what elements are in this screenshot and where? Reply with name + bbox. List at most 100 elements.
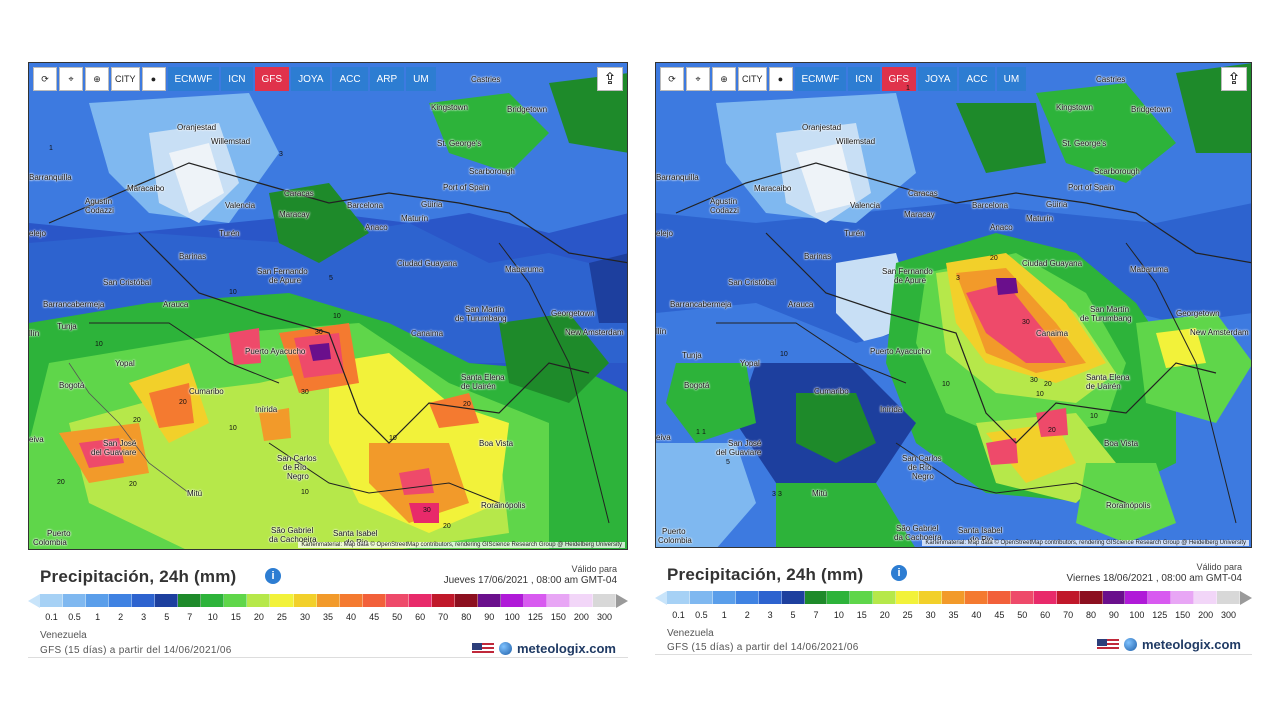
share-icon[interactable]: ⇪ xyxy=(597,67,623,91)
zoom-icon[interactable]: ⊕ xyxy=(85,67,109,91)
scale-tick-label: 40 xyxy=(971,610,982,620)
zoom-icon[interactable]: ⊕ xyxy=(712,67,736,91)
scale-tick-label: 15 xyxy=(856,610,867,620)
scale-swatch xyxy=(40,594,64,607)
city-label: de Uairén xyxy=(461,382,496,391)
city-label: Santa Isabel xyxy=(333,529,378,538)
model-tab-icn[interactable]: ICN xyxy=(848,67,880,91)
scale-swatch xyxy=(593,594,617,607)
city-toggle-button[interactable]: CITY xyxy=(738,67,767,91)
us-flag-icon xyxy=(1097,638,1119,651)
city-label: Inírida xyxy=(255,405,278,414)
precipitation-map-1[interactable]: ⟳ ⌖ ⊕ CITY ● ECMWF ICN GFS JOYA ACC ARP … xyxy=(28,62,628,550)
scale-tick-label: 20 xyxy=(253,612,264,622)
scale-swatch xyxy=(523,594,548,607)
refresh-icon[interactable]: ⟳ xyxy=(33,67,57,91)
precipitation-map-2[interactable]: ⟳ ⌖ ⊕ CITY ● ECMWF ICN GFS JOYA ACC UM ⇪… xyxy=(655,62,1252,548)
scale-swatch xyxy=(712,591,736,604)
city-label: eiva xyxy=(656,433,671,442)
globe-icon xyxy=(499,642,512,655)
city-label: Tunja xyxy=(682,351,702,360)
info-icon[interactable]: i xyxy=(265,568,281,584)
scale-swatch xyxy=(109,594,133,607)
contour-label: 10 xyxy=(95,341,103,348)
city-label: Anaco xyxy=(990,223,1013,232)
refresh-icon[interactable]: ⟳ xyxy=(660,67,684,91)
scale-tick-label: 15 xyxy=(230,612,241,622)
city-label: Caracas xyxy=(908,189,938,198)
contour-label: 5 xyxy=(329,275,333,282)
city-label: Turén xyxy=(219,229,240,238)
scale-tick-label: 20 xyxy=(879,610,890,620)
city-label: Yopal xyxy=(115,359,135,368)
city-label: Rorainópolis xyxy=(481,501,526,510)
model-tab-acc[interactable]: ACC xyxy=(332,67,368,91)
city-label: Georgetown xyxy=(1176,309,1220,318)
model-tab-joya[interactable]: JOYA xyxy=(918,67,958,91)
location-marker-icon[interactable]: ⌖ xyxy=(686,67,710,91)
scale-tick-label: 7 xyxy=(813,610,819,620)
model-tab-gfs[interactable]: GFS xyxy=(881,67,917,91)
city-label: Inírida xyxy=(880,405,903,414)
model-tab-um[interactable]: UM xyxy=(406,67,436,91)
model-tab-arp[interactable]: ARP xyxy=(369,67,405,91)
dot-icon[interactable]: ● xyxy=(768,67,793,91)
share-icon[interactable]: ⇪ xyxy=(1221,67,1247,91)
city-label: Güiria xyxy=(421,200,443,209)
city-label: Mabaruma xyxy=(1130,265,1169,274)
city-label: Cumaribo xyxy=(189,387,224,396)
model-tab-ecmwf[interactable]: ECMWF xyxy=(167,67,220,91)
scale-tick-label: 25 xyxy=(902,610,913,620)
model-tab-acc[interactable]: ACC xyxy=(959,67,995,91)
scale-tick-label: 60 xyxy=(1040,610,1051,620)
scale-tick-label: 10 xyxy=(207,612,218,622)
brand-logo[interactable]: meteologix.com xyxy=(1097,637,1241,652)
scale-swatch xyxy=(850,591,874,604)
contour-label: 30 xyxy=(1022,319,1030,326)
city-label: San Martín xyxy=(465,305,505,314)
brand-name: meteologix.com xyxy=(1142,637,1241,652)
model-tab-icn[interactable]: ICN xyxy=(221,67,253,91)
scale-tick-label: 125 xyxy=(527,612,543,622)
scale-tick-label: 1 xyxy=(95,612,101,622)
dot-icon[interactable]: ● xyxy=(141,67,166,91)
contour-label: 10 xyxy=(229,425,237,432)
region-label: Venezuela xyxy=(40,630,87,641)
info-icon[interactable]: i xyxy=(891,565,907,581)
scale-tick-label: 0.1 xyxy=(45,612,58,622)
city-label: Codazzi xyxy=(710,206,739,215)
scale-tick-label: 50 xyxy=(1017,610,1028,620)
brand-logo[interactable]: meteologix.com xyxy=(472,641,616,656)
city-label: Santa Isabel xyxy=(958,526,1003,535)
location-marker-icon[interactable]: ⌖ xyxy=(59,67,83,91)
contour-label: 20 xyxy=(443,523,451,530)
model-tab-ecmwf[interactable]: ECMWF xyxy=(794,67,847,91)
city-label: Mabaruma xyxy=(505,265,544,274)
map-1-field xyxy=(29,63,627,549)
city-label: Santa Elena xyxy=(1086,373,1130,382)
city-label: de Río xyxy=(908,463,932,472)
contour-label: 20 xyxy=(463,401,471,408)
us-flag-icon xyxy=(472,642,494,655)
scale-tick-label: 3 xyxy=(767,610,773,620)
map-attribution: Kartenmaterial: Map data © OpenStreetMap… xyxy=(298,542,625,548)
city-label: de Apure xyxy=(894,276,927,285)
scale-swatch xyxy=(689,591,713,604)
city-label: Colombia xyxy=(33,538,67,547)
city-label: Ciudad Guayana xyxy=(1022,259,1083,268)
model-tab-gfs[interactable]: GFS xyxy=(254,67,290,91)
city-label: Canaima xyxy=(1036,329,1069,338)
scale-swatch xyxy=(201,594,225,607)
scale-tick-label: 80 xyxy=(461,612,472,622)
city-label: Oranjestad xyxy=(177,123,217,132)
model-tab-um[interactable]: UM xyxy=(996,67,1027,91)
contour-label: 30 xyxy=(423,507,431,514)
scale-swatch xyxy=(500,594,524,607)
scale-swatch xyxy=(1079,591,1103,604)
model-tab-joya[interactable]: JOYA xyxy=(291,67,331,91)
scale-swatch xyxy=(804,591,828,604)
contour-label: 30 xyxy=(315,329,323,336)
city-toggle-button[interactable]: CITY xyxy=(111,67,140,91)
city-label: San Carlos xyxy=(902,454,942,463)
contour-label: 10 xyxy=(229,289,237,296)
